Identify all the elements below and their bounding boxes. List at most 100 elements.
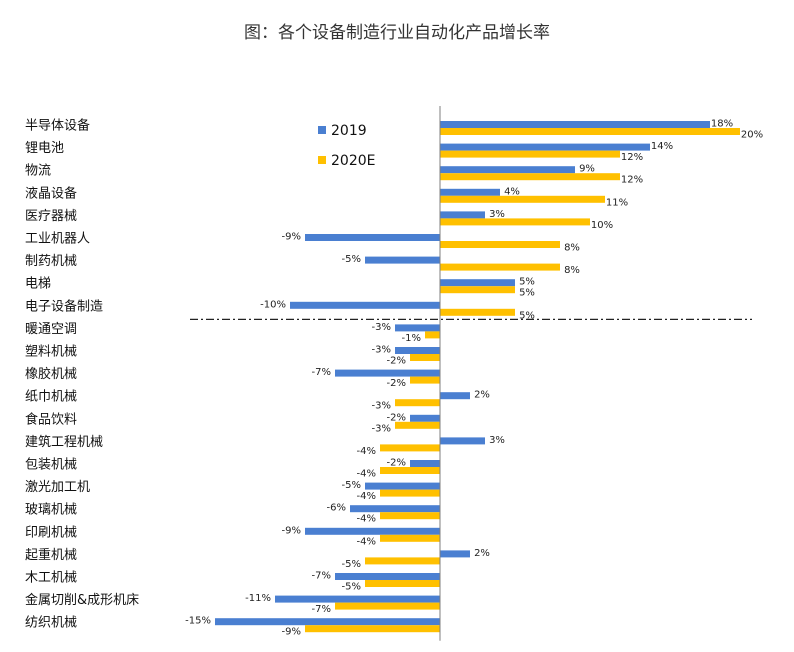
- legend-label-2020e: 2020E: [331, 153, 375, 169]
- bar-2019: [365, 482, 440, 490]
- data-label: 20%: [741, 130, 763, 141]
- bar-2019: [440, 121, 710, 128]
- bar-2019: [410, 460, 440, 467]
- bar-2020e: [380, 534, 440, 542]
- bar-2020e: [440, 308, 515, 316]
- bar-2020e: [380, 489, 440, 497]
- category-label: 纸巾机械: [25, 390, 77, 405]
- data-label: 2%: [474, 548, 490, 559]
- data-label: 5%: [519, 277, 535, 288]
- bar-2019: [440, 437, 485, 445]
- category-label: 建筑工程机械: [25, 434, 103, 450]
- data-label: 18%: [711, 119, 733, 130]
- bar-2020e: [440, 241, 560, 248]
- bar-2020e: [440, 173, 620, 181]
- bar-2020e: [440, 150, 620, 158]
- bar-2020e: [440, 195, 605, 203]
- bar-2019: [350, 505, 440, 513]
- bar-2019: [440, 188, 500, 196]
- bar-2020e: [440, 286, 515, 294]
- data-label: -7%: [312, 367, 331, 378]
- data-label: 3%: [489, 435, 505, 446]
- data-label: -5%: [342, 559, 361, 570]
- category-label: 激光加工机: [25, 480, 90, 495]
- category-label: 橡胶机械: [25, 366, 77, 382]
- data-label: 9%: [579, 164, 595, 175]
- data-label: 8%: [564, 265, 580, 276]
- bar-2019: [410, 414, 440, 422]
- bar-2019: [440, 166, 575, 174]
- bar-2020e: [440, 263, 560, 271]
- data-label: 5%: [519, 310, 535, 321]
- bar-2019: [365, 256, 440, 264]
- bar-2020e: [410, 376, 440, 384]
- legend-swatch-2019: [318, 126, 326, 134]
- data-label: 8%: [564, 243, 580, 254]
- category-label: 起重机械: [25, 547, 77, 563]
- bar-2020e: [365, 580, 440, 587]
- data-label: 11%: [606, 197, 628, 208]
- bar-2020e: [440, 128, 740, 135]
- category-label: 半导体设备: [25, 118, 90, 134]
- data-label: -7%: [312, 604, 331, 615]
- data-label: -7%: [312, 571, 331, 582]
- data-label: 5%: [519, 288, 535, 299]
- bar-2019: [305, 527, 440, 535]
- bars-group: [215, 121, 740, 633]
- data-label: -3%: [372, 401, 391, 412]
- data-label: -15%: [185, 616, 211, 627]
- value-labels-group: 18%20%14%12%9%12%4%11%3%10%-9%8%-5%8%5%5…: [185, 119, 763, 638]
- bar-2019: [440, 143, 650, 151]
- category-label: 印刷机械: [25, 525, 77, 540]
- category-labels-group: 半导体设备锂电池物流液晶设备医疗器械工业机器人制药机械电梯电子设备制造暖通空调塑…: [25, 118, 139, 631]
- bar-2019: [275, 595, 440, 603]
- bar-2020e: [440, 218, 590, 226]
- legend: 2019 2020E: [318, 123, 375, 169]
- data-label: -4%: [357, 446, 376, 457]
- data-label: -5%: [342, 480, 361, 491]
- data-label: -3%: [372, 345, 391, 356]
- data-label: -3%: [372, 423, 391, 434]
- data-label: -4%: [357, 536, 376, 547]
- data-label: -4%: [357, 469, 376, 480]
- data-label: -9%: [282, 525, 301, 536]
- data-label: 2%: [474, 390, 490, 401]
- category-label: 木工机械: [25, 571, 77, 586]
- data-label: -10%: [260, 299, 286, 310]
- data-label: 12%: [621, 175, 643, 186]
- category-label: 电子设备制造: [25, 298, 103, 314]
- category-label: 电梯: [25, 277, 51, 292]
- bar-2020e: [305, 625, 440, 633]
- data-label: -2%: [387, 356, 406, 367]
- data-label: -6%: [327, 503, 346, 514]
- bar-2020e: [335, 602, 440, 610]
- bar-2019: [290, 301, 440, 309]
- category-label: 锂电池: [25, 141, 64, 156]
- category-label: 包装机械: [25, 458, 77, 473]
- category-label: 食品饮料: [25, 411, 77, 427]
- bar-2019: [335, 573, 440, 580]
- bar-2019: [305, 234, 440, 241]
- category-label: 物流: [25, 164, 51, 179]
- category-label: 玻璃机械: [25, 503, 77, 518]
- data-label: 14%: [651, 141, 673, 152]
- bar-2019: [395, 324, 440, 332]
- bar-2019: [440, 550, 470, 558]
- bar-2020e: [380, 467, 440, 474]
- bar-2020e: [395, 399, 440, 407]
- legend-swatch-2020e: [318, 156, 326, 164]
- bar-2020e: [395, 421, 440, 429]
- data-label: -1%: [402, 333, 421, 344]
- data-label: -2%: [387, 412, 406, 423]
- data-label: 3%: [489, 209, 505, 220]
- data-label: -11%: [245, 593, 271, 604]
- data-label: 4%: [504, 186, 520, 197]
- category-label: 塑料机械: [25, 345, 77, 360]
- category-label: 液晶设备: [25, 185, 77, 201]
- bar-2019: [440, 279, 515, 287]
- bar-2019: [440, 392, 470, 400]
- bar-2020e: [380, 512, 440, 520]
- data-label: 12%: [621, 152, 643, 163]
- category-label: 制药机械: [25, 254, 77, 269]
